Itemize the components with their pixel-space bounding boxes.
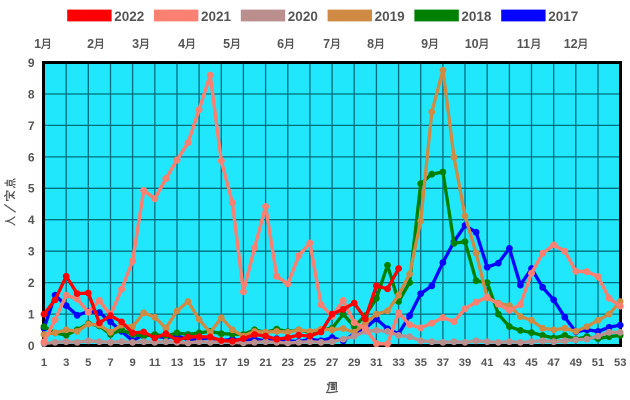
svg-text:37: 37 <box>437 357 449 369</box>
svg-text:9: 9 <box>129 357 135 369</box>
svg-text:21: 21 <box>259 357 271 369</box>
svg-text:2021: 2021 <box>201 9 232 24</box>
svg-text:39: 39 <box>459 357 471 369</box>
svg-text:6: 6 <box>28 150 35 164</box>
svg-text:7: 7 <box>323 37 330 51</box>
svg-text:2: 2 <box>28 276 35 290</box>
svg-text:7: 7 <box>107 357 113 369</box>
svg-text:5: 5 <box>223 37 230 51</box>
svg-text:23: 23 <box>282 357 294 369</box>
svg-text:19: 19 <box>237 357 249 369</box>
svg-text:53: 53 <box>614 357 626 369</box>
svg-text:31: 31 <box>370 357 382 369</box>
svg-text:5: 5 <box>85 357 91 369</box>
svg-text:51: 51 <box>592 357 604 369</box>
svg-text:35: 35 <box>414 357 426 369</box>
svg-text:2019: 2019 <box>375 9 405 24</box>
svg-text:4: 4 <box>28 213 35 227</box>
svg-text:10: 10 <box>465 37 479 51</box>
svg-text:9: 9 <box>421 37 428 51</box>
svg-text:3: 3 <box>63 357 69 369</box>
svg-text:41: 41 <box>481 357 493 369</box>
svg-text:13: 13 <box>171 357 183 369</box>
svg-text:49: 49 <box>570 357 582 369</box>
svg-text:3: 3 <box>132 37 139 51</box>
svg-text:4: 4 <box>178 37 185 51</box>
svg-text:43: 43 <box>503 357 515 369</box>
svg-text:11: 11 <box>517 37 530 51</box>
svg-text:17: 17 <box>215 357 227 369</box>
svg-text:8: 8 <box>367 37 374 51</box>
svg-text:5: 5 <box>28 182 35 196</box>
svg-text:6: 6 <box>277 37 284 51</box>
svg-text:27: 27 <box>326 357 338 369</box>
svg-text:9: 9 <box>28 56 35 70</box>
svg-text:29: 29 <box>348 357 360 369</box>
svg-text:1: 1 <box>34 37 41 51</box>
svg-text:2020: 2020 <box>288 9 318 24</box>
svg-text:45: 45 <box>525 357 537 369</box>
svg-text:47: 47 <box>547 357 559 369</box>
svg-text:0: 0 <box>28 339 35 353</box>
svg-text:8: 8 <box>28 87 35 101</box>
svg-text:25: 25 <box>304 357 316 369</box>
svg-text:7: 7 <box>28 119 35 133</box>
svg-text:1: 1 <box>41 357 47 369</box>
svg-text:2: 2 <box>87 37 94 51</box>
svg-text:2022: 2022 <box>114 9 144 24</box>
svg-text:2017: 2017 <box>548 9 578 24</box>
svg-text:33: 33 <box>392 357 404 369</box>
svg-text:12: 12 <box>564 37 578 51</box>
svg-text:2018: 2018 <box>461 9 492 24</box>
svg-text:15: 15 <box>193 357 205 369</box>
svg-text:1: 1 <box>28 308 35 322</box>
svg-text:11: 11 <box>149 357 161 369</box>
svg-text:3: 3 <box>28 245 35 259</box>
